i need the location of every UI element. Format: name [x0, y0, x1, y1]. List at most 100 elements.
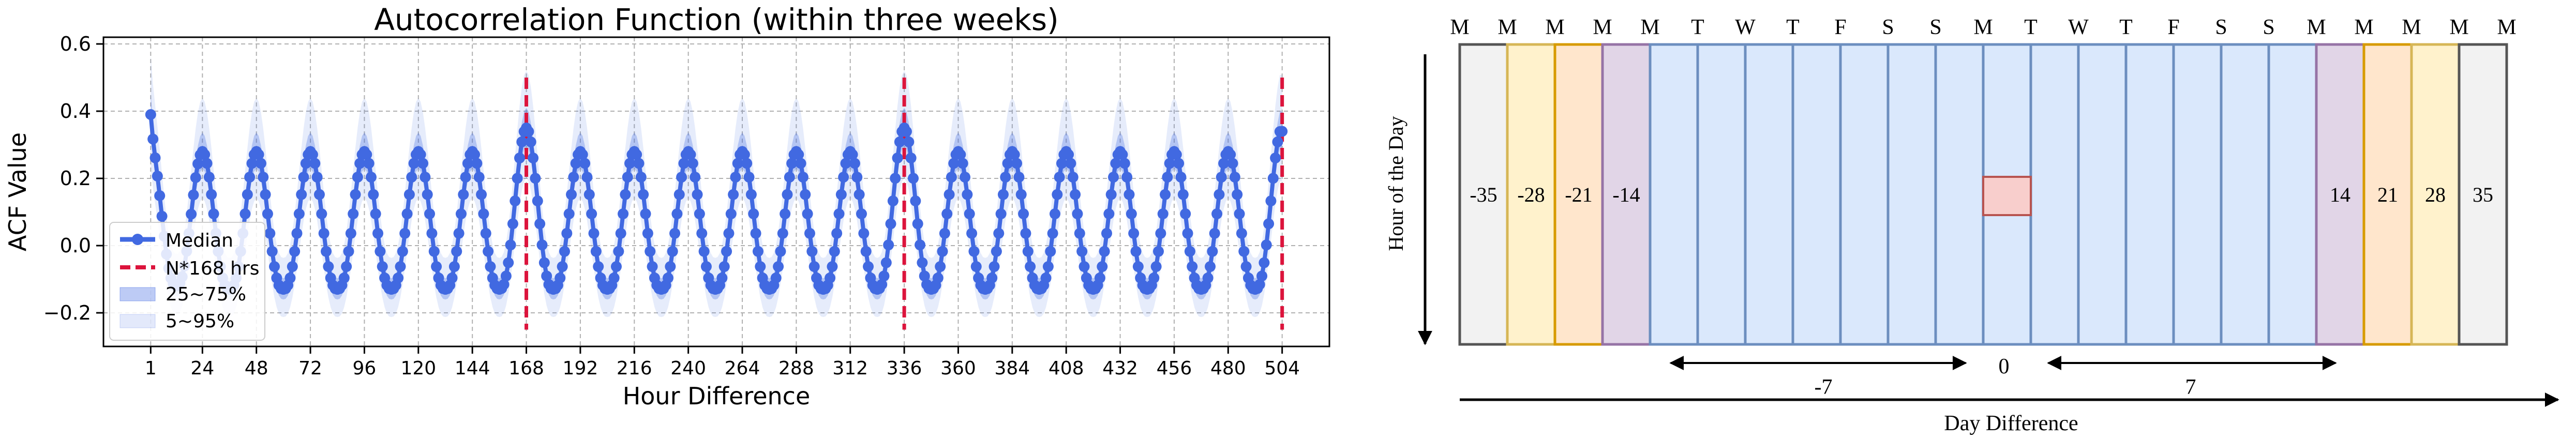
median-point	[1155, 228, 1166, 239]
median-point	[1094, 273, 1105, 284]
day-cell	[2220, 43, 2270, 346]
median-point	[948, 158, 960, 169]
median-point	[541, 270, 552, 282]
median-point	[645, 246, 656, 257]
median-point	[750, 228, 761, 239]
median-point	[883, 239, 894, 251]
median-point	[471, 158, 483, 169]
median-point	[970, 261, 982, 273]
median-point	[1254, 279, 1265, 290]
x-tick-label: 288	[778, 358, 814, 379]
median-point	[903, 136, 915, 147]
median-point	[446, 273, 458, 284]
median-point	[289, 246, 301, 257]
day-cell	[2124, 43, 2175, 346]
median-point	[786, 158, 798, 169]
median-point	[1009, 149, 1020, 160]
median-point	[156, 210, 168, 222]
median-point	[692, 189, 703, 200]
median-point	[847, 149, 858, 160]
day-cell	[1886, 43, 1937, 346]
y-tick-label: −0.2	[43, 301, 91, 324]
median-point	[1063, 149, 1074, 160]
weekday-label: S	[2263, 16, 2274, 39]
median-point	[960, 172, 971, 183]
median-point	[1153, 246, 1164, 257]
y-axis-label: ACF Value	[4, 132, 32, 251]
day-cell-label: -28	[1517, 183, 1545, 206]
weekday-label: M	[1497, 16, 1517, 39]
median-point	[1240, 261, 1252, 273]
day-cell	[2077, 43, 2128, 346]
median-point	[917, 257, 928, 268]
median-point	[253, 149, 264, 160]
median-point	[1025, 261, 1036, 273]
median-point	[395, 261, 406, 273]
median-point	[485, 261, 496, 273]
median-point	[1132, 261, 1144, 273]
median-point	[678, 158, 690, 169]
median-point	[1187, 261, 1198, 273]
median-point	[1002, 158, 1013, 169]
median-point	[752, 246, 763, 257]
median-point	[424, 208, 436, 220]
median-point	[878, 270, 890, 282]
day-cell-label: -14	[1612, 183, 1640, 206]
weekday-label: T	[1786, 16, 1800, 39]
day-cell-label: 21	[2377, 183, 2398, 206]
median-point	[239, 208, 251, 220]
median-point	[1177, 189, 1189, 200]
median-point	[507, 218, 518, 230]
legend-item-n168: N*168 hrs	[120, 258, 259, 279]
day-cell	[2410, 43, 2461, 346]
weekday-label: T	[1691, 16, 1704, 39]
median-point	[908, 173, 919, 184]
median-point	[1265, 195, 1277, 207]
median-point	[1049, 208, 1060, 220]
weekday-label: M	[1545, 16, 1564, 39]
x-tick-label: 480	[1210, 358, 1246, 379]
day-difference-label: Day Difference	[1944, 412, 2078, 435]
median-point	[323, 261, 334, 273]
y-ticks: −0.2 0.0 0.2 0.4 0.6	[43, 33, 103, 324]
median-point	[723, 228, 735, 239]
day-cell	[1649, 43, 1699, 346]
median-point	[676, 172, 687, 183]
median-point	[669, 228, 681, 239]
legend-item-median: Median	[120, 230, 233, 251]
median-point	[147, 133, 159, 145]
median-point	[532, 195, 543, 207]
median-point	[698, 246, 710, 257]
day-lag-diagram: M M M M M T W T F S S M T W T F S S M M M M M -35 -28 -21 -14 14 21…	[1384, 16, 2559, 435]
weekday-label: W	[2068, 16, 2089, 39]
median-point	[853, 189, 865, 200]
median-point	[1121, 172, 1133, 183]
median-point	[880, 257, 892, 268]
median-point	[291, 228, 303, 239]
y-tick-label: 0.6	[60, 33, 91, 55]
median-point	[1065, 158, 1076, 169]
n168-vlines	[525, 78, 1284, 330]
legend-item-iqr: 25~75%	[119, 284, 246, 305]
median-point	[647, 261, 658, 273]
median-point	[901, 126, 912, 137]
median-point	[555, 273, 566, 284]
median-point	[1110, 158, 1121, 169]
median-point	[773, 261, 784, 273]
median-point	[341, 261, 352, 273]
median-point	[577, 149, 588, 160]
median-point	[671, 208, 683, 220]
median-point	[1074, 228, 1085, 239]
median-point	[1232, 189, 1243, 200]
median-point	[375, 246, 386, 257]
median-point	[690, 172, 701, 183]
median-point	[667, 246, 678, 257]
day-cell	[2029, 43, 2080, 346]
median-point	[401, 208, 413, 220]
day-cell	[1839, 43, 1890, 346]
median-point	[1171, 149, 1182, 160]
median-point	[610, 261, 622, 273]
median-point	[1270, 153, 1281, 164]
median-point	[1126, 208, 1137, 220]
median-point	[995, 208, 1007, 220]
